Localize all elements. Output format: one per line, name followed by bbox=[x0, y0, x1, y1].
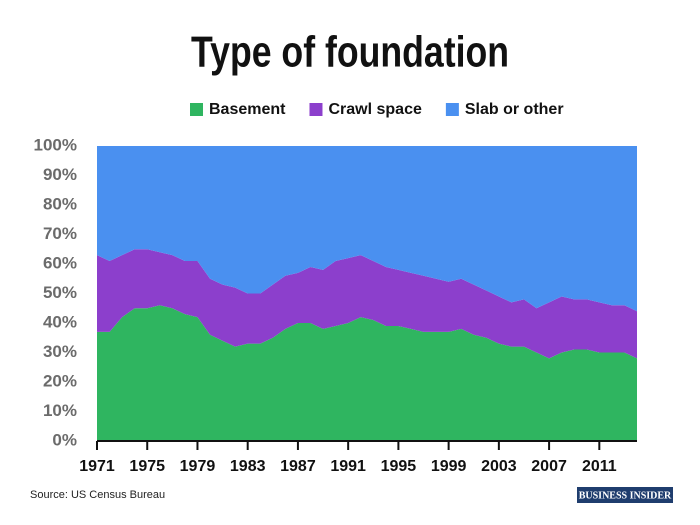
legend-label: Basement bbox=[209, 101, 286, 118]
x-tick-label: 1991 bbox=[330, 458, 366, 475]
chart-title: Type of foundation bbox=[191, 28, 509, 77]
x-tick-label: 1999 bbox=[431, 458, 467, 475]
legend-swatch bbox=[445, 103, 459, 116]
x-tick-label: 1983 bbox=[230, 458, 266, 475]
y-tick-label: 70% bbox=[43, 224, 77, 243]
y-tick-label: 50% bbox=[43, 283, 77, 302]
area bbox=[97, 249, 637, 359]
area bbox=[97, 146, 637, 312]
x-tick-label: 2007 bbox=[531, 458, 567, 475]
x-tick-label: 2011 bbox=[582, 458, 617, 475]
y-tick-label: 30% bbox=[43, 342, 77, 361]
legend-label: Slab or other bbox=[465, 101, 564, 118]
source: Source: US Census Bureau bbox=[30, 489, 165, 501]
x-tick-label: 1971 bbox=[79, 458, 115, 475]
publisher-logo bbox=[577, 487, 673, 503]
y-tick-label: 60% bbox=[43, 253, 77, 272]
x-tick-label: 2003 bbox=[481, 458, 517, 475]
y-tick-label: 0% bbox=[52, 430, 77, 449]
legend-swatch bbox=[309, 103, 323, 116]
y-tick-label: 40% bbox=[43, 312, 77, 331]
x-tick-label: 1987 bbox=[280, 458, 316, 475]
x-tick-label: 1979 bbox=[180, 458, 216, 475]
publisher: BUSINESS INSIDER bbox=[579, 490, 672, 501]
y-tick-label: 80% bbox=[43, 194, 77, 213]
y-tick-label: 20% bbox=[43, 371, 77, 390]
legend-swatch bbox=[190, 103, 203, 116]
x-tick-label: 1975 bbox=[129, 458, 165, 475]
y-tick-label: 100% bbox=[34, 135, 77, 154]
y-tick-label: 10% bbox=[43, 401, 77, 420]
x-tick-label: 1995 bbox=[381, 458, 417, 475]
legend-label: Crawl space bbox=[328, 101, 421, 118]
area bbox=[97, 305, 637, 441]
y-tick-label: 90% bbox=[43, 165, 77, 184]
